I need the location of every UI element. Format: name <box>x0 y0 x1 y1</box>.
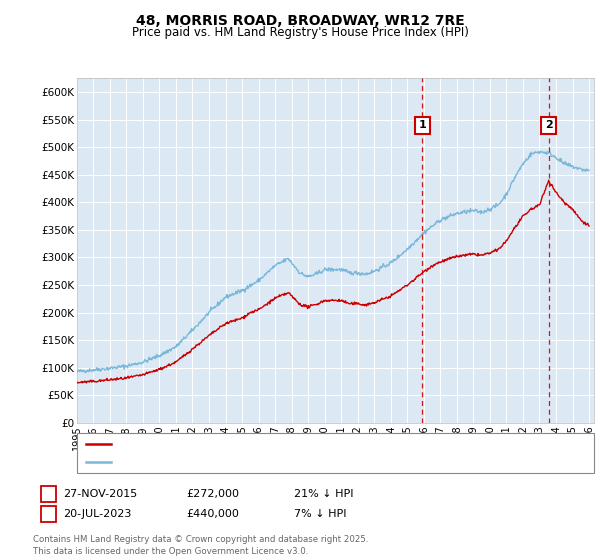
Text: Contains HM Land Registry data © Crown copyright and database right 2025.
This d: Contains HM Land Registry data © Crown c… <box>33 535 368 556</box>
Text: £272,000: £272,000 <box>186 489 239 499</box>
Text: 1: 1 <box>418 120 426 130</box>
Text: 2: 2 <box>545 120 553 130</box>
Text: 1: 1 <box>44 489 52 499</box>
Text: 21% ↓ HPI: 21% ↓ HPI <box>294 489 353 499</box>
Text: 7% ↓ HPI: 7% ↓ HPI <box>294 509 347 519</box>
Text: 2: 2 <box>44 509 52 519</box>
Text: 20-JUL-2023: 20-JUL-2023 <box>63 509 131 519</box>
Text: 48, MORRIS ROAD, BROADWAY, WR12 7RE: 48, MORRIS ROAD, BROADWAY, WR12 7RE <box>136 14 464 28</box>
Text: 48, MORRIS ROAD, BROADWAY, WR12 7RE (detached house): 48, MORRIS ROAD, BROADWAY, WR12 7RE (det… <box>118 439 435 449</box>
Text: £440,000: £440,000 <box>186 509 239 519</box>
Text: HPI: Average price, detached house, Wychavon: HPI: Average price, detached house, Wych… <box>118 457 365 467</box>
Text: 27-NOV-2015: 27-NOV-2015 <box>63 489 137 499</box>
Text: Price paid vs. HM Land Registry's House Price Index (HPI): Price paid vs. HM Land Registry's House … <box>131 26 469 39</box>
